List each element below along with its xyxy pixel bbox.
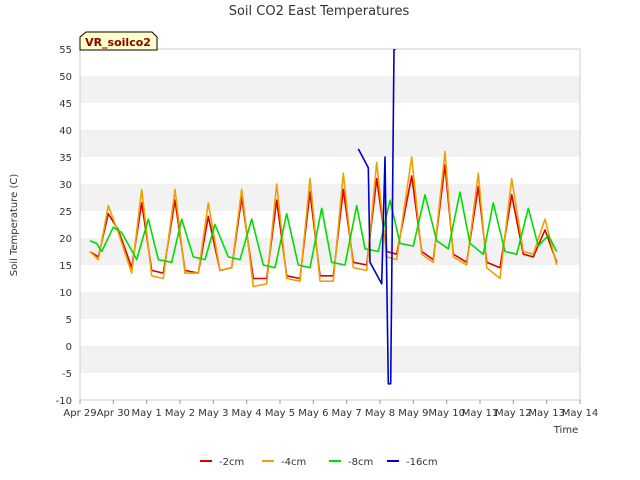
x-tick-label: Apr 30 [97,408,130,419]
x-tick-label: May 9 [398,408,428,419]
y-tick-label: 55 [59,45,72,56]
x-tick-label: Apr 29 [63,408,96,419]
legend-label: -16cm [406,457,438,468]
y-tick-label: 5 [66,315,72,326]
y-tick-label: 10 [59,288,72,299]
y-tick-label: 45 [59,99,72,110]
y-tick-label: 35 [59,153,72,164]
grid-band [80,49,580,76]
y-tick-label: 25 [59,207,72,218]
x-tick-label: May 14 [562,408,599,419]
x-tick-label: May 2 [165,408,195,419]
legend-label: -2cm [219,457,244,468]
x-tick-label: May 3 [198,408,228,419]
grid-band [80,292,580,319]
grid-band [80,346,580,373]
y-tick-label: -5 [62,369,72,380]
grid-band [80,103,580,130]
legend-label: -4cm [281,457,306,468]
x-tick-label: May 12 [495,408,532,419]
grid-band [80,157,580,184]
x-tick-label: May 11 [462,408,499,419]
x-tick-label: May 13 [528,408,565,419]
x-tick-label: May 10 [428,408,465,419]
y-tick-label: 0 [66,342,72,353]
x-tick-label: May 8 [365,408,395,419]
site-label-box: VR_soilco2 [79,31,158,51]
grid-band [80,373,580,400]
legend: -2cm -4cm -8cm -16cm [200,457,438,468]
y-tick-label: 20 [59,234,72,245]
legend-label: -8cm [348,457,373,468]
x-tick-label: May 5 [265,408,295,419]
x-axis-title: Time [553,425,578,436]
chart-title: Soil CO2 East Temperatures [229,4,410,19]
grid-band [80,130,580,157]
series-layer [89,49,558,385]
x-axis: Apr 29 Apr 30 May 1 May 2 May 3 May 4 May 5 May… [63,400,598,419]
y-axis-title: Soil Temperature (C) [9,174,20,277]
y-tick-label: 15 [59,261,72,272]
plot-frame [79,48,581,401]
y-tick-label: 50 [59,72,72,83]
grid-band [80,319,580,346]
grid-band [80,76,580,103]
series-line-8cmcm [89,191,558,269]
series-line-4cmcm [89,150,558,288]
x-tick-label: May 4 [232,408,262,419]
grid-band [80,184,580,211]
y-tick-label: -10 [56,396,72,407]
series-line-16cmcm [357,49,396,385]
site-label: VR_soilco2 [85,36,151,49]
y-axis: -10 -5 0 5 10 15 20 25 30 35 40 45 50 55 [56,45,72,407]
y-tick-label: 30 [59,180,72,191]
grid-band [80,265,580,292]
grid-bands [80,49,580,400]
x-tick-label: May 7 [332,408,362,419]
y-tick-label: 40 [59,126,72,137]
x-tick-label: May 6 [298,408,328,419]
x-tick-label: May 1 [132,408,162,419]
